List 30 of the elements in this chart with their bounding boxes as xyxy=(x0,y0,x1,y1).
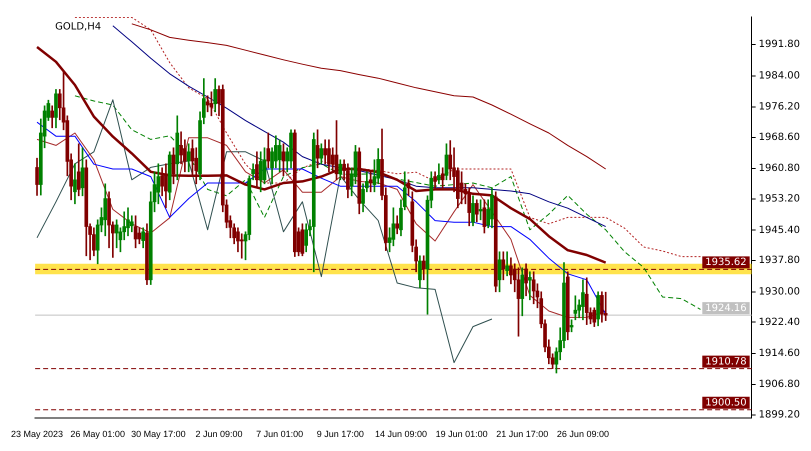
y-tick-label: 1953.20 xyxy=(758,194,800,205)
line-series xyxy=(74,95,701,310)
x-tick-label: 7 Jun 01:00 xyxy=(256,429,304,440)
x-tick-label: 26 Jun 09:00 xyxy=(556,429,609,440)
y-tick-label: 1991.80 xyxy=(758,39,800,50)
ref-line-label: 1910.78 xyxy=(705,356,747,368)
x-tick-label: 9 Jun 17:00 xyxy=(316,429,364,440)
y-tick-label: 1984.00 xyxy=(758,70,800,82)
text: GOLD,H4 xyxy=(55,22,102,33)
x-tick-label: 14 Jun 09:00 xyxy=(374,429,427,440)
y-tick-label: 1922.40 xyxy=(758,316,800,328)
y-tick-label: 1906.80 xyxy=(758,379,800,390)
y-tick-label: 1945.40 xyxy=(758,224,800,236)
x-tick-label: 2 Jun 09:00 xyxy=(195,429,243,440)
x-tick-label: 21 Jun 17:00 xyxy=(496,429,548,440)
x-tick-label: 26 May 01:00 xyxy=(70,429,125,440)
x-tick-label: 19 Jun 01:00 xyxy=(436,429,488,440)
y-tick-label: 1960.80 xyxy=(758,163,800,174)
ref-line-label: 1900.50 xyxy=(705,397,747,408)
y-tick-label: 1976.20 xyxy=(758,102,800,113)
ref-line-label: 1935.62 xyxy=(705,256,747,268)
y-tick-label: 1914.60 xyxy=(758,348,800,359)
y-tick-label: 1937.80 xyxy=(758,255,800,266)
ref-line-label: 1924.16 xyxy=(705,302,747,314)
x-tick-label: 23 May 2023 xyxy=(10,429,64,440)
candlestick xyxy=(570,319,574,332)
y-tick-label: 1930.00 xyxy=(758,286,800,298)
x-tick-label: 30 May 17:00 xyxy=(131,429,186,440)
y-tick-label: 1899.20 xyxy=(758,410,800,421)
y-tick-label: 1968.60 xyxy=(758,132,800,143)
